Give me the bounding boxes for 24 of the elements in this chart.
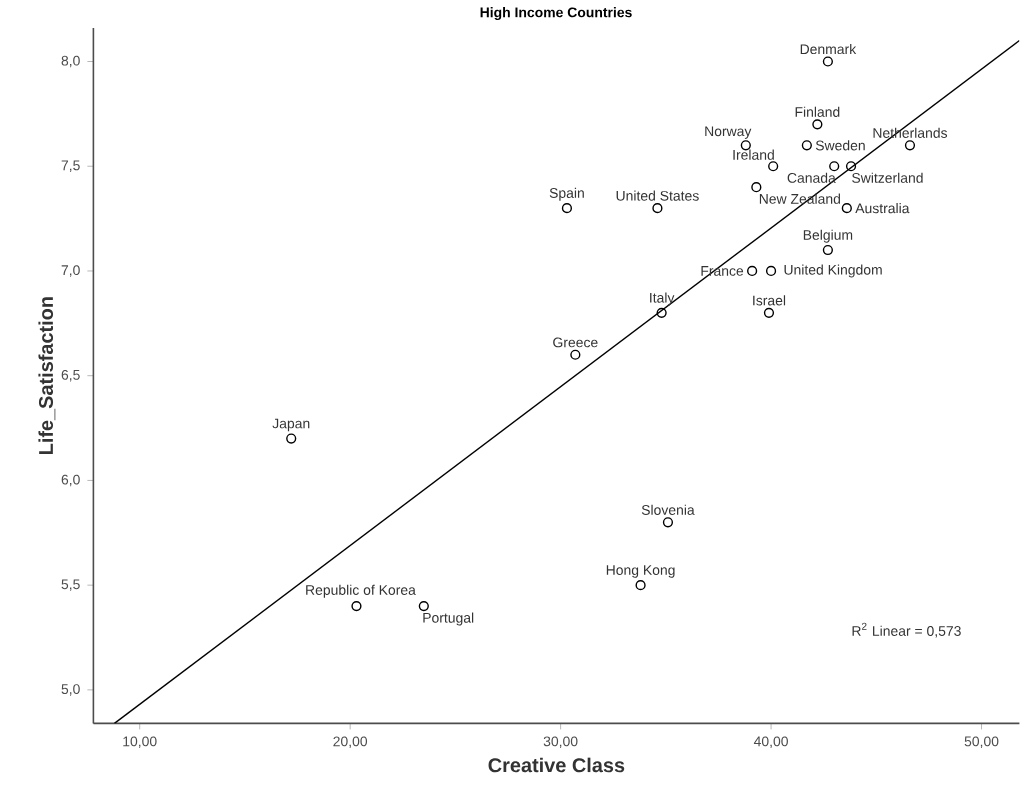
point [801,140,812,151]
point [845,161,857,172]
point [418,601,429,612]
point [570,349,581,360]
y-axis-title: Life_Satisfaction [38,297,56,455]
point [561,203,573,214]
point [652,203,663,214]
point [829,161,840,172]
point [656,307,667,318]
point [662,517,674,528]
point [286,433,297,444]
point [351,601,362,612]
point [765,265,777,277]
point [841,203,852,214]
point [822,244,833,256]
point [763,307,775,318]
point [822,56,833,67]
x-axis-title: Creative Class [488,757,625,773]
point [635,580,646,591]
point [747,265,758,277]
point [904,140,916,151]
point [751,182,762,193]
point [768,161,779,172]
point [812,119,823,130]
